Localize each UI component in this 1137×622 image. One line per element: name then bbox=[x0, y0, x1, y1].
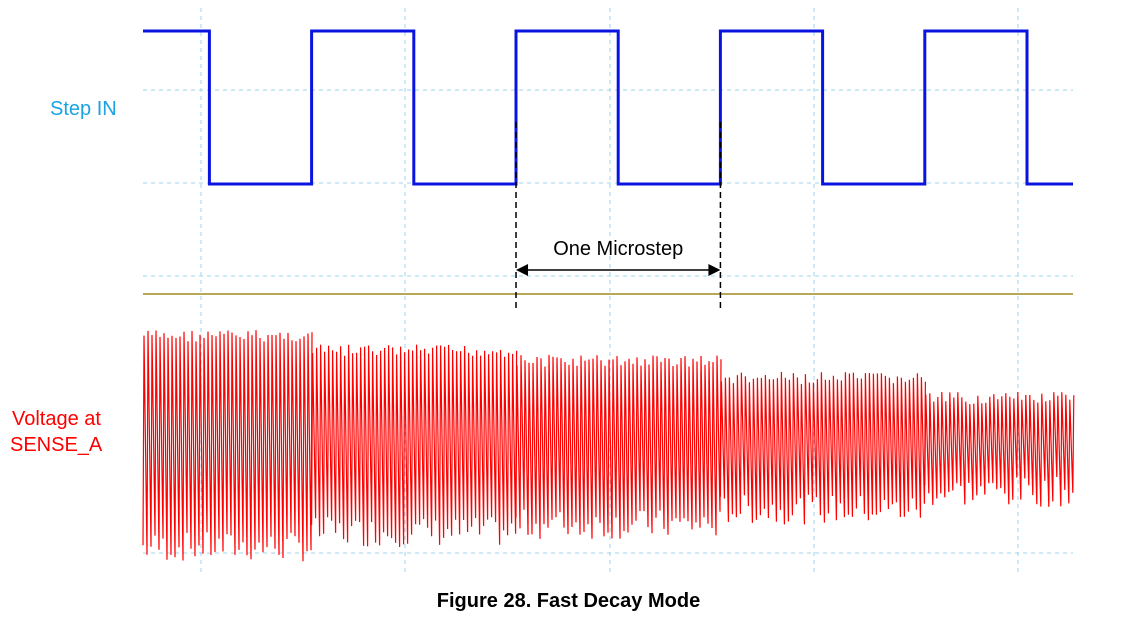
annotation-label: One Microstep bbox=[553, 238, 683, 260]
sense-a-label-line1: Voltage at bbox=[12, 408, 101, 430]
sense-a-label-line2: SENSE_A bbox=[10, 434, 103, 456]
step-in-trace bbox=[143, 29, 1073, 186]
arrowhead-right-icon bbox=[708, 264, 721, 276]
arrowhead-left-icon bbox=[516, 264, 529, 276]
step-in-label: Step IN bbox=[50, 98, 117, 120]
figure-caption: Figure 28. Fast Decay Mode bbox=[436, 590, 701, 612]
sense-a-trace bbox=[142, 330, 1075, 562]
microstep-annotation: One Microstep bbox=[515, 122, 722, 312]
